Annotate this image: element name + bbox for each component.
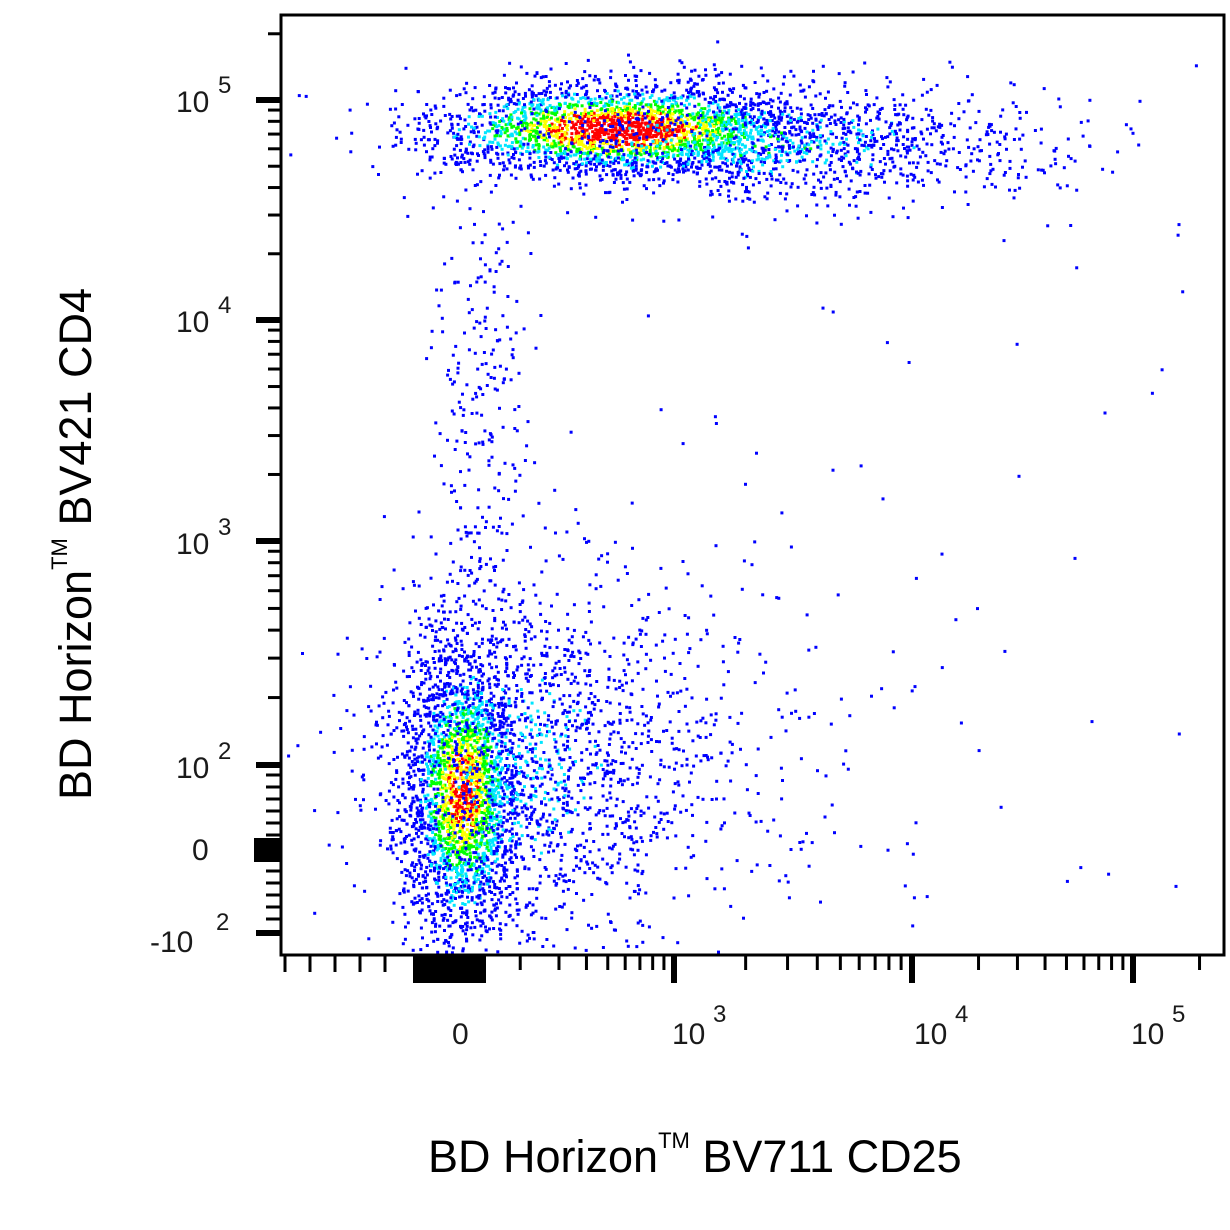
y-tick-label-1e5: 10 5: [176, 72, 231, 119]
x-tick-label-1e3: 10 3: [672, 1001, 726, 1051]
x-axis-ticks: [283, 955, 1202, 983]
y-axis-ticks: [254, 32, 281, 936]
y-tick-label-1e2: 10 2: [176, 738, 231, 785]
x-tick-label-1e5: 10 5: [1131, 1001, 1185, 1051]
plot-frame: [279, 13, 1226, 957]
y-tick-label-1e3: 10 3: [176, 514, 231, 561]
y-tick-label-0: 0: [192, 834, 209, 867]
x-tick-label-1e4: 10 4: [914, 1001, 968, 1051]
x-axis-title: BD HorizonTM BV711 CD25: [428, 1128, 962, 1182]
x-tick-label-0: 0: [452, 1018, 469, 1051]
y-tick-label-1e4: 10 4: [176, 292, 231, 339]
y-tick-label-neg1e2: -10 2: [150, 909, 229, 959]
y-axis-title: BD HorizonTM BV421 CD4: [47, 288, 101, 800]
data-points: [287, 40, 1198, 955]
